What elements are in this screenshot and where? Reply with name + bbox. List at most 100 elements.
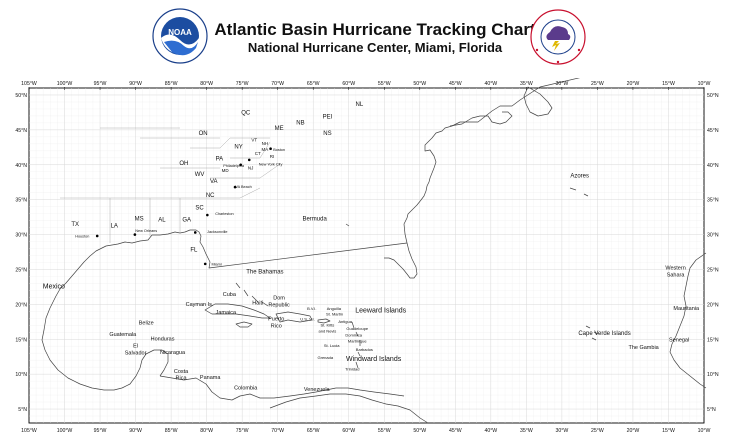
lat-tick-right: 25°N — [707, 267, 719, 273]
label-antigua: Antigua — [338, 319, 352, 324]
label-sc: SC — [195, 205, 204, 211]
label-fl: FL — [190, 247, 198, 253]
label-st-martin: St. Martin — [326, 312, 343, 317]
lon-tick-top: 80°W — [200, 81, 213, 87]
lon-tick-bottom: 60°W — [342, 428, 355, 434]
lat-tick-left: 15°N — [15, 337, 27, 343]
city-dot-jacksonville — [193, 231, 197, 234]
place-labels: NL QC PEI NB ME NS ON VT NH NY MA Boston CT RI PA OH Phi… — [43, 102, 700, 393]
label-ct: CT — [255, 151, 261, 156]
chart-header: NOAA Atlantic Basin Hurricane Tracking C… — [0, 0, 740, 78]
lat-tick-left: 30°N — [15, 233, 27, 239]
city-dot-houston — [95, 234, 99, 238]
label-charleston: Charleston — [215, 212, 233, 216]
label-haiti: Haiti — [252, 300, 263, 306]
label-nj: NJ — [248, 166, 254, 171]
nws-logo — [528, 8, 588, 66]
lat-tick-right: 40°N — [707, 163, 719, 169]
lon-tick-bottom: 15°W — [662, 428, 675, 434]
lat-tick-left: 45°N — [15, 128, 27, 134]
label-leeward-islands: Leeward Islands — [355, 308, 406, 315]
label-panama: Panama — [200, 375, 221, 381]
puerto-rico — [317, 318, 331, 324]
label-rica: Rica — [176, 376, 188, 382]
label-azores: Azores — [570, 173, 589, 179]
label-nc: NC — [206, 193, 215, 199]
cape-verde — [585, 325, 599, 341]
label-anguilla: Anguilla — [327, 306, 342, 311]
label-tx: TX — [71, 222, 79, 228]
lon-tick-top: 45°W — [449, 81, 462, 87]
lon-tick-top: 65°W — [307, 81, 320, 87]
label-wv: WV — [195, 172, 205, 178]
canada-maritimes — [449, 111, 513, 127]
label-philadelphia: Philadelphia — [223, 164, 245, 168]
label-honduras: Honduras — [151, 337, 175, 343]
label-dom: Dom — [273, 295, 285, 301]
label-rico: Rico — [271, 323, 282, 329]
lat-tick-right: 45°N — [707, 128, 719, 134]
axis-tick-labels: 105°W 105°W 100°W 100°W 95°W 95°W 90°W 90°W 85°W… — [15, 81, 718, 434]
label-me: ME — [275, 126, 284, 132]
label-belize: Belize — [139, 321, 154, 327]
west-africa — [669, 252, 707, 389]
state-borders — [60, 127, 281, 243]
label-on: ON — [199, 131, 208, 137]
lon-tick-top: 50°W — [413, 81, 426, 87]
lat-tick-left: 5°N — [18, 407, 27, 413]
label-mexico: Mexico — [43, 283, 65, 290]
label-va-beach: VA Beach — [235, 185, 251, 189]
lat-tick-right: 35°N — [707, 198, 719, 204]
lon-tick-top: 25°W — [591, 81, 604, 87]
lon-tick-top: 15°W — [662, 81, 675, 87]
lon-tick-bottom: 65°W — [307, 428, 320, 434]
label-puerto: Puerto — [268, 316, 284, 322]
lon-tick-bottom: 10°W — [698, 428, 711, 434]
us-east-coast — [49, 78, 581, 309]
city-dot-new-york-city — [247, 158, 251, 162]
label-miami: Miami — [212, 262, 222, 266]
city-dot-miami — [203, 262, 207, 266]
label-al: AL — [158, 217, 166, 223]
label-costa: Costa — [174, 369, 189, 375]
lon-tick-bottom: 90°W — [129, 428, 142, 434]
lon-tick-bottom: 70°W — [271, 428, 284, 434]
lon-tick-bottom: 25°W — [591, 428, 604, 434]
lon-tick-top: 20°W — [627, 81, 640, 87]
city-dot-new-orleans — [133, 233, 137, 236]
lon-tick-bottom: 55°W — [378, 428, 391, 434]
label-nb: NB — [296, 120, 304, 126]
label-st-lucia: St. Lucia — [324, 343, 340, 348]
label-oh: OH — [179, 161, 188, 167]
svg-text:NOAA: NOAA — [168, 28, 192, 37]
lon-tick-bottom: 45°W — [449, 428, 462, 434]
label-barbados: Barbados — [356, 347, 373, 352]
chart-subtitle: National Hurricane Center, Miami, Florid… — [247, 40, 503, 55]
label-western: Western — [665, 265, 685, 271]
label-st-kitts: St. Kitts — [321, 323, 335, 328]
tracking-map: NL QC PEI NB ME NS ON VT NH NY MA Boston CT RI PA OH Phi… — [15, 78, 719, 434]
city-dot-boston — [269, 147, 272, 151]
label-sahara: Sahara — [667, 272, 686, 278]
label-grenada: Grenada — [318, 355, 334, 360]
lat-tick-right: 5°N — [707, 407, 716, 413]
lat-tick-left: 10°N — [15, 372, 27, 378]
lon-tick-top: 85°W — [165, 81, 178, 87]
label-colombia: Colombia — [234, 386, 258, 392]
lat-tick-left: 20°N — [15, 302, 27, 308]
label-and-nevis: and Nevis — [319, 328, 337, 333]
lon-tick-bottom: 80°W — [200, 428, 213, 434]
label-nicaragua: Nicaragua — [160, 350, 186, 356]
lon-tick-top: 90°W — [129, 81, 142, 87]
noaa-logo: NOAA — [152, 8, 208, 64]
label-jacksonville: Jacksonville — [207, 230, 227, 234]
label-md: MD — [222, 168, 230, 173]
lon-tick-top: 10°W — [698, 81, 711, 87]
lon-tick-bottom: 50°W — [413, 428, 426, 434]
lon-tick-top: 35°W — [520, 81, 533, 87]
lat-tick-left: 50°N — [15, 93, 27, 99]
coastlines — [41, 78, 707, 424]
lon-tick-top: 95°W — [94, 81, 107, 87]
lon-tick-bottom: 95°W — [94, 428, 107, 434]
lon-tick-top: 40°W — [484, 81, 497, 87]
